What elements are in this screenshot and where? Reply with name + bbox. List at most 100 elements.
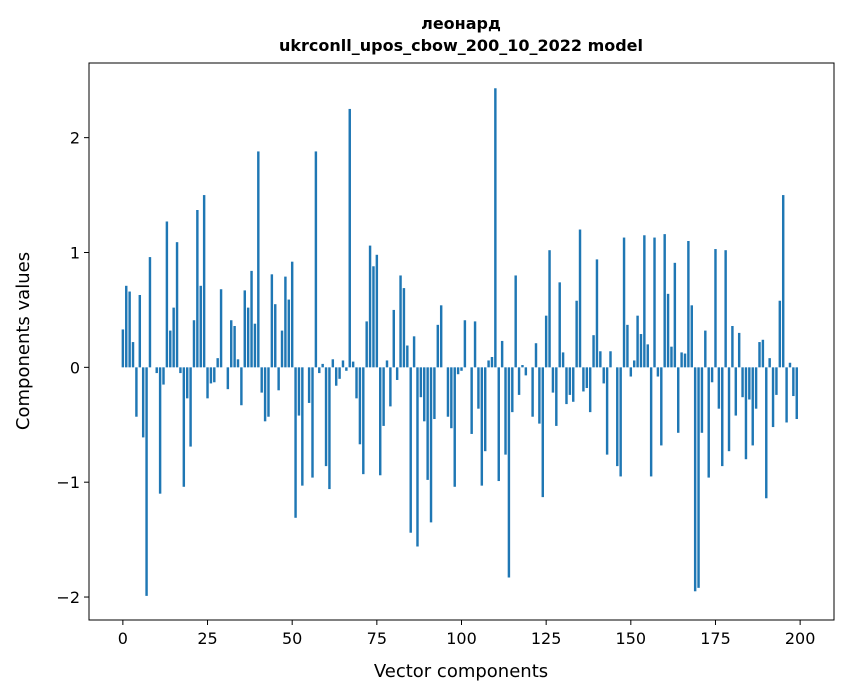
- bar: [274, 304, 277, 368]
- bar: [172, 307, 175, 368]
- bar: [500, 340, 504, 368]
- bar: [588, 367, 592, 413]
- bar: [267, 367, 270, 417]
- x-axis-label: Vector components: [374, 661, 548, 682]
- bar: [714, 249, 717, 368]
- bar: [433, 367, 436, 420]
- bar: [653, 237, 656, 368]
- bar: [778, 300, 782, 368]
- bar: [768, 358, 771, 368]
- bar: [663, 234, 666, 368]
- chart-title-line2: ukrconll_upos_cbow_200_10_2022 model: [279, 36, 643, 55]
- bar: [233, 326, 236, 368]
- bar: [538, 367, 541, 424]
- bar: [517, 367, 521, 395]
- bar: [629, 367, 633, 377]
- bar: [470, 367, 473, 434]
- x-tick-label: 175: [700, 629, 731, 648]
- bar: [521, 365, 524, 368]
- bar: [673, 262, 677, 368]
- x-tick-label: 50: [282, 629, 302, 648]
- bar: [287, 299, 291, 368]
- bar: [788, 362, 792, 368]
- bar: [754, 367, 758, 409]
- bar: [541, 367, 544, 498]
- bar: [727, 367, 731, 452]
- chart-title-line1: леонард: [421, 14, 501, 33]
- bar: [602, 367, 605, 384]
- bar: [219, 289, 223, 368]
- bar: [599, 351, 602, 368]
- bar: [795, 367, 798, 420]
- bar: [290, 261, 294, 368]
- bar: [311, 367, 314, 478]
- bar: [429, 367, 433, 523]
- bar: [399, 275, 402, 368]
- bar: [321, 363, 324, 368]
- bar: [531, 367, 534, 417]
- bar: [585, 367, 589, 389]
- bar: [700, 367, 704, 433]
- bar: [246, 307, 250, 368]
- bar: [138, 294, 142, 368]
- bar: [582, 367, 585, 392]
- bar: [270, 274, 274, 368]
- bar: [202, 195, 206, 368]
- bar: [748, 367, 751, 400]
- bar: [240, 367, 243, 406]
- bar: [277, 367, 280, 391]
- bar: [392, 309, 395, 368]
- bar: [680, 352, 683, 368]
- bar: [619, 367, 622, 477]
- bar: [785, 367, 788, 423]
- bar: [375, 254, 379, 368]
- bar: [710, 367, 714, 383]
- bar: [125, 285, 128, 368]
- bar: [687, 241, 690, 368]
- bar: [473, 321, 477, 368]
- x-tick-label: 75: [367, 629, 387, 648]
- bar: [402, 288, 406, 368]
- y-axis-ticks: −2 −1 0 1 2: [56, 129, 89, 607]
- bar: [548, 250, 551, 368]
- bar: [185, 367, 189, 399]
- bar: [643, 235, 646, 368]
- bar: [483, 367, 487, 452]
- bar: [578, 229, 582, 368]
- bar: [504, 367, 507, 455]
- bar: [660, 367, 663, 446]
- bar: [294, 367, 297, 518]
- bar: [453, 367, 456, 487]
- bar: [263, 367, 267, 422]
- bar: [426, 367, 429, 480]
- bar: [301, 367, 304, 486]
- bar: [348, 108, 351, 368]
- bar: [135, 367, 138, 417]
- bar: [670, 346, 673, 368]
- bar: [609, 351, 612, 368]
- bar: [761, 339, 765, 368]
- x-tick-label: 150: [616, 629, 647, 648]
- bar: [131, 342, 135, 368]
- bar: [450, 367, 453, 429]
- bar: [145, 367, 148, 596]
- bar-series: [121, 88, 798, 596]
- bar: [741, 367, 744, 398]
- bar: [121, 329, 125, 368]
- bar: [555, 367, 558, 426]
- x-tick-label: 125: [531, 629, 562, 648]
- bar: [683, 353, 687, 368]
- bar: [409, 367, 412, 533]
- bar: [656, 367, 660, 377]
- bar: [558, 282, 561, 368]
- bar: [721, 367, 724, 467]
- bar: [395, 367, 399, 380]
- bar: [524, 367, 528, 376]
- bar: [179, 367, 182, 374]
- bar: [341, 360, 345, 368]
- bar: [632, 360, 636, 368]
- bar: [199, 285, 202, 368]
- bar: [771, 367, 775, 428]
- bar: [507, 367, 511, 578]
